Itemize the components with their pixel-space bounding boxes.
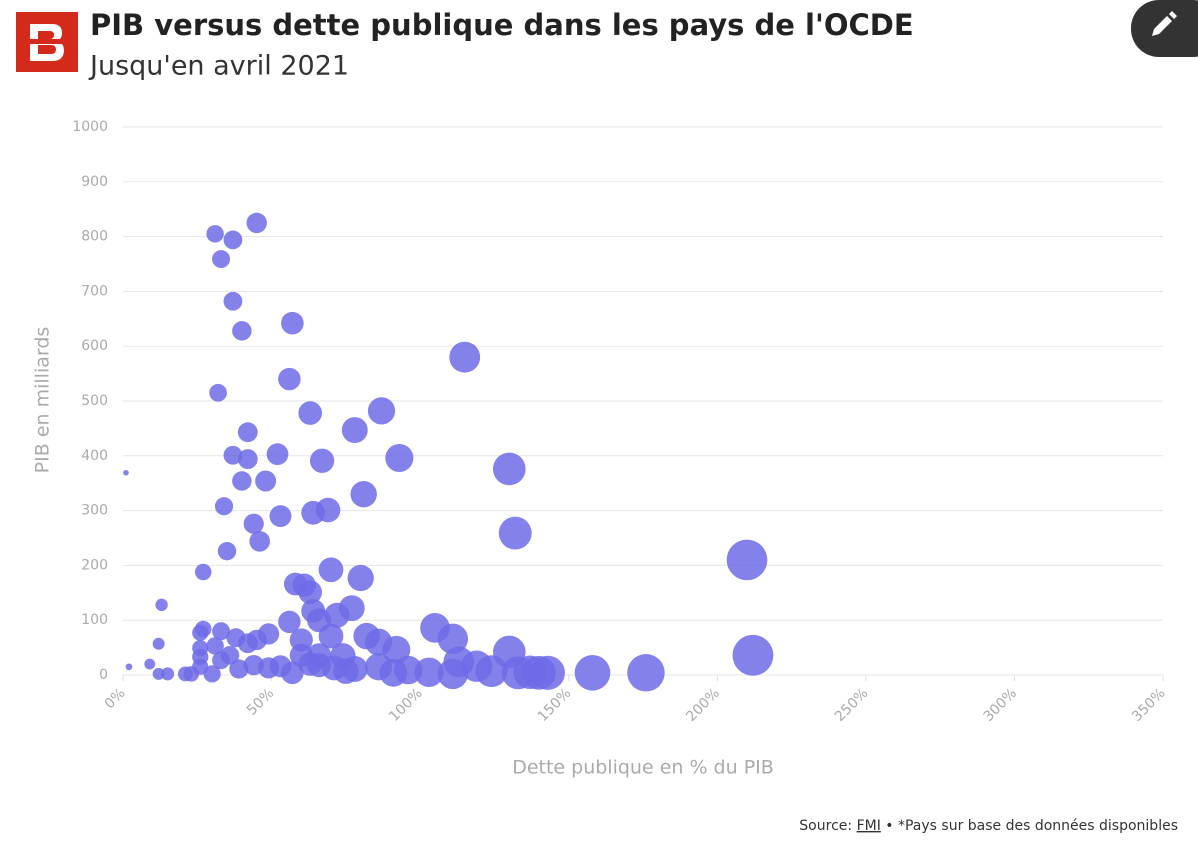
bubble (232, 321, 252, 341)
chart-title: PIB versus dette publique dans les pays … (90, 8, 914, 42)
bubble (298, 401, 323, 425)
x-tick-label: 300% (980, 685, 1020, 725)
bubble (194, 563, 212, 581)
source-label: Source: (799, 818, 852, 834)
bubble (217, 541, 237, 561)
bubble (206, 637, 224, 655)
y-axis-label: PIB en milliards (32, 327, 54, 474)
bubble (309, 448, 335, 473)
x-tick-label: 350% (1129, 685, 1169, 725)
bubble (330, 643, 356, 669)
bubble (298, 580, 323, 605)
x-tick-label: 250% (832, 685, 872, 725)
bubble (726, 539, 768, 581)
bubble (255, 470, 277, 492)
bubble (203, 665, 221, 683)
bubble (269, 505, 292, 528)
bubble (315, 497, 341, 523)
x-tick-label: 200% (683, 685, 723, 725)
bubble (226, 628, 246, 648)
bubble (249, 530, 271, 552)
bubble (223, 291, 243, 311)
bubble (155, 598, 168, 612)
y-tick-label: 400 (81, 448, 108, 464)
bubbles (123, 212, 774, 692)
bubble (161, 667, 175, 681)
bubble (281, 661, 304, 685)
chart-subtitle: Jusqu'en avril 2021 (88, 51, 349, 82)
edit-button[interactable] (1131, 0, 1198, 57)
y-tick-label: 100 (81, 612, 108, 628)
y-tick-label: 300 (81, 503, 108, 519)
bubble (194, 620, 212, 638)
y-tick-label: 800 (81, 229, 108, 245)
bubble (318, 623, 344, 649)
bubble (627, 654, 665, 692)
bubble (144, 658, 156, 670)
bubble (278, 367, 301, 391)
x-tick-label: 150% (535, 685, 575, 725)
bubble (232, 471, 252, 491)
bubble (125, 663, 133, 671)
y-tick-label: 700 (81, 283, 108, 299)
bubble (214, 497, 234, 516)
bubble (492, 452, 526, 486)
y-tick-label: 600 (81, 338, 108, 354)
bubble (732, 634, 774, 676)
y-tick-label: 900 (81, 174, 108, 190)
bubble (220, 645, 240, 665)
bubble (278, 610, 301, 634)
bubble (123, 469, 129, 476)
grid (123, 126, 1163, 676)
bubble (385, 443, 414, 473)
bubble (206, 225, 224, 243)
bubble (350, 480, 377, 508)
bubble (367, 397, 396, 425)
bubble (307, 643, 332, 668)
x-axis-label: Dette publique en % du PIB (512, 757, 774, 779)
bubble (237, 449, 258, 470)
bubble (237, 422, 258, 443)
bubble (243, 513, 264, 534)
bubble (289, 643, 313, 667)
bubble (281, 311, 304, 335)
y-tick-label: 1000 (72, 119, 108, 135)
footer: Source: FMI • *Pays sur base des données… (799, 818, 1178, 834)
y-tick-label: 200 (81, 557, 108, 573)
bubble (223, 230, 243, 250)
y-tick-label: 0 (99, 667, 108, 683)
bubble (212, 250, 231, 269)
bubble (152, 637, 165, 650)
logo (16, 12, 78, 72)
bubble (414, 657, 444, 687)
source-link[interactable]: FMI (857, 818, 881, 834)
bubble (574, 654, 611, 691)
bubble (530, 655, 565, 690)
bubble (266, 443, 289, 466)
bubble (341, 417, 368, 444)
x-tick-label: 0% (102, 685, 129, 712)
bubble (324, 602, 350, 628)
bubble (223, 445, 243, 465)
bubble (498, 516, 532, 550)
bubble (212, 622, 231, 641)
x-tick-label: 100% (386, 685, 426, 725)
bubble (449, 341, 481, 373)
bubble (347, 564, 374, 592)
bubble (246, 212, 267, 234)
y-tick-label: 500 (81, 393, 108, 409)
footer-note: • *Pays sur base des données disponibles (885, 818, 1178, 834)
bubble (437, 623, 469, 655)
x-tick-label: 50% (244, 685, 277, 718)
bubble (318, 557, 344, 583)
bubble (152, 667, 165, 680)
bubble (209, 383, 227, 402)
